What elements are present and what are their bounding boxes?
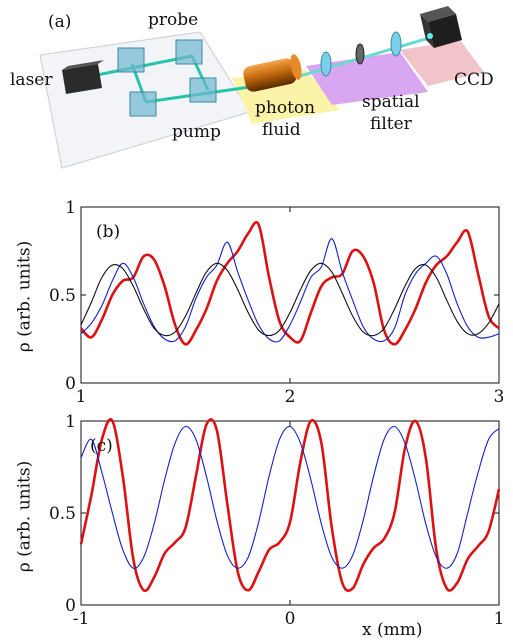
- y-tick-label: 0.5: [49, 504, 76, 524]
- fluid-label: fluid: [262, 120, 301, 140]
- chart-c-xlabel: x (mm): [362, 620, 423, 640]
- laser-label: laser: [10, 70, 53, 90]
- x-tick-label: 1: [76, 387, 87, 407]
- pump-label: pump: [172, 122, 221, 142]
- chart-c-frame: [80, 420, 500, 606]
- setup-schematic: [39, 6, 484, 169]
- series-line-1: [80, 238, 500, 343]
- series-line-0: [80, 220, 500, 346]
- x-tick-label: 0: [285, 609, 296, 629]
- chart-b-lines: [80, 220, 500, 346]
- panel-a-label: (a): [48, 12, 72, 32]
- filter-label: filter: [370, 114, 412, 134]
- lens-1: [320, 51, 332, 77]
- y-tick-label: 0: [65, 596, 76, 616]
- y-tick-label: 1: [65, 412, 76, 432]
- ccd-region: [400, 40, 484, 86]
- y-tick-label: 0: [65, 374, 76, 394]
- x-tick-label: 2: [285, 387, 296, 407]
- filter-aperture: [355, 43, 365, 65]
- photon-label: photon: [255, 98, 316, 118]
- beam-splitter-2: [175, 39, 203, 65]
- laser-box: [62, 60, 104, 94]
- x-tick-label: -1: [73, 609, 90, 629]
- beam-splitter-4: [189, 77, 217, 103]
- x-tick-label: 3: [494, 387, 505, 407]
- lens-2: [390, 31, 402, 57]
- photon-fluid-cell: [243, 54, 302, 92]
- chart-b-ylabel: ρ (arb. units): [14, 240, 35, 353]
- chart-c-ticks: -1 0 100.51: [49, 412, 504, 629]
- y-tick-label: 0.5: [49, 286, 76, 306]
- series-line-1: [80, 425, 500, 569]
- beam-splitter-3: [129, 91, 157, 117]
- series-line-0: [79, 418, 501, 593]
- beam-splitter-1: [117, 47, 145, 73]
- panel-b-label: (b): [96, 222, 121, 242]
- chart-c-lines: [79, 418, 501, 593]
- probe-label: probe: [148, 10, 199, 30]
- y-tick-label: 1: [65, 198, 76, 218]
- chart-b-frame: [80, 206, 500, 384]
- ccd-camera: [420, 6, 462, 48]
- spatial-label: spatial: [362, 92, 420, 112]
- ccd-label: CCD: [454, 70, 494, 90]
- chart-c-ylabel: ρ (arb. units): [14, 460, 35, 573]
- panel-c-label: (c): [90, 436, 113, 456]
- series-line-2: [80, 262, 500, 337]
- x-tick-label: 1: [494, 609, 505, 629]
